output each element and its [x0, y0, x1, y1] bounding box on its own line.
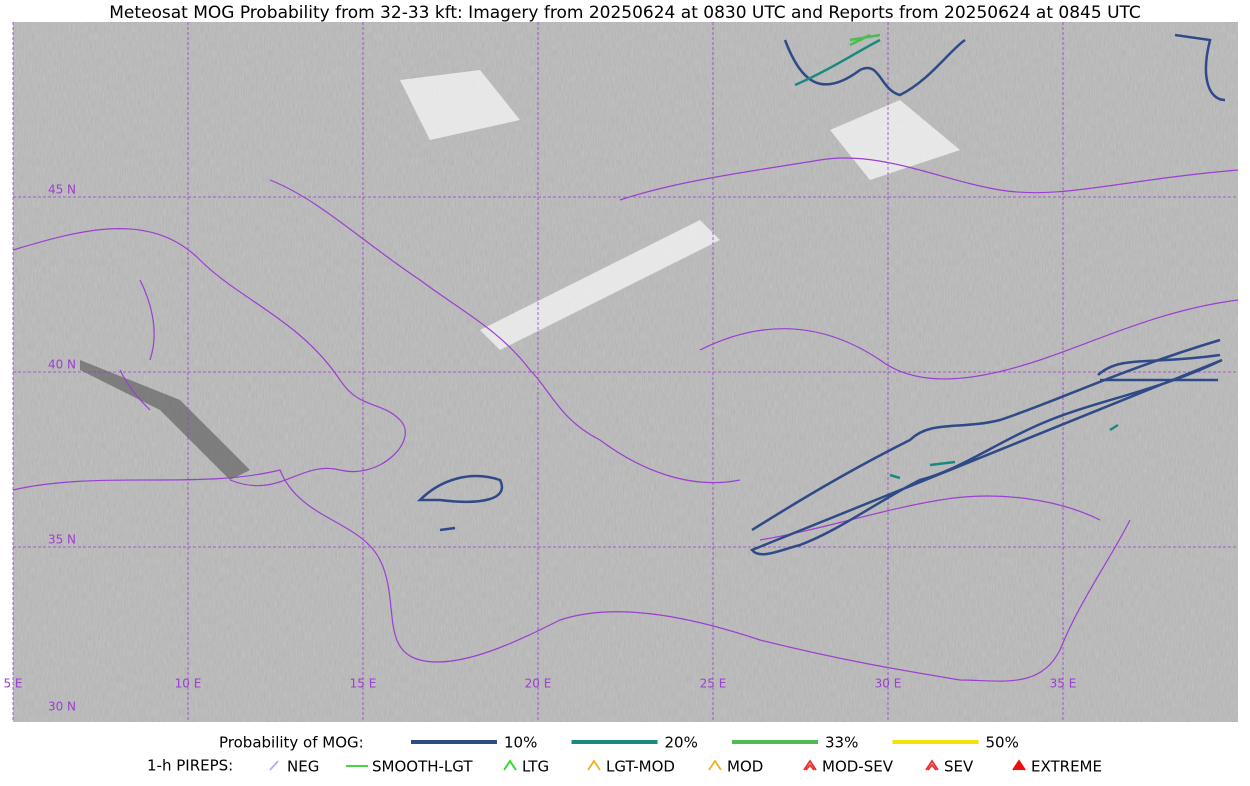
probability-contours	[416, 33, 1226, 556]
lat-label: 45 N	[48, 183, 76, 197]
pirep-symbol	[1012, 759, 1026, 771]
title: Meteosat MOG Probability from 32-33 kft:…	[109, 3, 1141, 23]
legend-label: 33%	[825, 734, 858, 752]
pirep-symbol	[503, 759, 517, 771]
pirep-label: LTG	[522, 758, 549, 776]
pirep-label: SEV	[944, 758, 974, 776]
pirep-symbol	[803, 759, 817, 771]
map: 5 E 10 E 15 E 20 E 25 E 30 E 35 E 45 N 40 N 35 N 3…	[3, 22, 1239, 722]
legend-label: 20%	[665, 734, 698, 752]
lat-label: 35 N	[48, 533, 76, 547]
lon-label: 15 E	[350, 677, 377, 691]
lon-label: 10 E	[175, 677, 202, 691]
cloud-bright	[400, 70, 960, 350]
pirep-symbol	[708, 759, 722, 771]
lon-label: 35 E	[1050, 677, 1077, 691]
pirep-symbol	[587, 759, 601, 771]
pireps-title: 1-h PIREPS:	[147, 757, 233, 775]
lon-label: 30 E	[875, 677, 902, 691]
coastlines	[12, 157, 1239, 682]
pirep-label: MOD-SEV	[822, 758, 894, 776]
pirep-label: EXTREME	[1031, 758, 1102, 776]
pirep-label: LGT-MOD	[606, 758, 675, 776]
legend-label: 10%	[504, 734, 537, 752]
legend-title: Probability of MOG:	[219, 734, 364, 752]
legend: Probability of MOG: 10% 20% 33% 50% 1-h PIREP…	[147, 734, 1102, 776]
cloud-dark	[80, 360, 250, 480]
pirep-symbol	[269, 760, 279, 771]
lon-label: 25 E	[700, 677, 727, 691]
pirep-label: MOD	[727, 758, 763, 776]
lat-label: 40 N	[48, 358, 76, 372]
lat-label: 30 N	[48, 700, 76, 714]
pirep-symbol	[925, 759, 939, 771]
lon-label: 20 E	[525, 677, 552, 691]
legend-label: 50%	[986, 734, 1019, 752]
pirep-label: SMOOTH-LGT	[372, 758, 473, 776]
graticule: 5 E 10 E 15 E 20 E 25 E 30 E 35 E 45 N 40 N 35 N 3…	[3, 22, 1238, 722]
pirep-label: NEG	[287, 758, 319, 776]
lon-label: 5 E	[3, 677, 22, 691]
